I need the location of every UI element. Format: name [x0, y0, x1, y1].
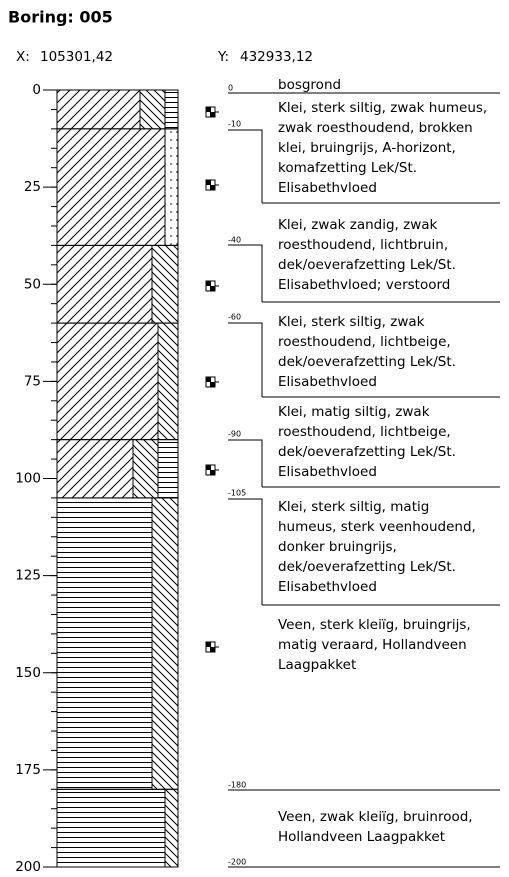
description-line: Klei, sterk siltig, zwak humeus,	[278, 100, 487, 116]
leader	[250, 244, 263, 302]
sample-marker	[205, 280, 219, 292]
tick-label: 125	[15, 568, 41, 584]
y-value: 432933,12	[240, 49, 313, 65]
hatch	[164, 89, 179, 130]
hatch	[56, 439, 134, 499]
description-line: klei, bruingrijs, A-horizont,	[278, 140, 456, 156]
leader	[250, 129, 263, 203]
marker-fill	[210, 470, 215, 475]
description-line: dek/oeverafzetting Lek/St.	[278, 257, 456, 273]
hatch	[56, 322, 159, 441]
description-line: dek/oeverafzetting Lek/St.	[278, 559, 456, 575]
description-line: Elisabethvloed	[278, 180, 377, 196]
sample-marker	[205, 376, 219, 388]
hatch	[164, 788, 179, 868]
hatch	[151, 497, 179, 790]
sample-marker	[205, 179, 219, 191]
tick-label: 150	[15, 665, 41, 681]
hatch	[164, 128, 179, 246]
description-line: Elisabethvloed	[278, 464, 377, 480]
hatch	[157, 439, 179, 499]
leader	[250, 322, 263, 397]
descriptions: 0 bosgrond -10 Klei, sterk siltig, zwak hum…	[228, 77, 500, 868]
description-line: dek/oeverafzetting Lek/St.	[278, 354, 456, 370]
description-line: Laagpakket	[278, 657, 356, 673]
description-line: donker bruingrijs,	[278, 539, 397, 555]
x-value: 105301,42	[40, 49, 113, 65]
depth-label: -40	[228, 236, 241, 245]
hatch	[56, 89, 141, 130]
description-line: humeus, sterk veenhoudend,	[278, 519, 476, 535]
hatch	[56, 244, 153, 324]
description-line: zwak roesthoudend, brokken	[278, 120, 473, 136]
description-line: Hollandveen Laagpakket	[278, 829, 445, 845]
y-label: Y:	[217, 49, 229, 65]
marker-fill	[206, 465, 211, 470]
tick-label: 75	[24, 373, 41, 389]
description-line: Klei, matig siltig, zwak	[278, 404, 430, 420]
marker-fill	[210, 112, 215, 117]
description-line: Klei, sterk siltig, matig	[278, 499, 429, 515]
description-line: roesthoudend, lichtbeige,	[278, 334, 451, 350]
description-line: Klei, zwak zandig, zwak	[278, 217, 438, 233]
title: Boring: 005	[8, 8, 113, 27]
description-line: dek/oeverafzetting Lek/St.	[278, 444, 456, 460]
description-line: Elisabethvloed	[278, 374, 377, 390]
description-line: roesthoudend, lichtbruin,	[278, 237, 448, 253]
depth-label: 0	[228, 84, 233, 93]
depth-label: -105	[228, 489, 246, 498]
depth-label: -90	[228, 430, 241, 439]
x-label: X:	[16, 49, 30, 65]
description-line: Veen, sterk kleiïg, bruingrijs,	[278, 617, 471, 633]
tick-label: 0	[32, 82, 41, 98]
marker-fill	[210, 185, 215, 190]
hatch	[132, 439, 159, 499]
marker-fill	[210, 382, 215, 387]
depth-label: -60	[228, 313, 241, 322]
depth-axis: 0 25 50 75 100 125 150 175 200	[15, 82, 58, 875]
marker-fill	[206, 377, 211, 382]
marker-fill	[210, 286, 215, 291]
depth-label: -180	[228, 781, 246, 790]
description-line: Elisabethvloed; verstoord	[278, 277, 450, 293]
hatch	[56, 788, 166, 868]
depth-label: -200	[228, 858, 246, 867]
description-line: bosgrond	[278, 77, 341, 93]
hatch	[56, 497, 153, 790]
sample-marker	[205, 464, 219, 476]
leader	[250, 498, 263, 605]
soil-column	[56, 89, 179, 868]
tick-label: 50	[24, 276, 41, 292]
hatch	[157, 322, 179, 441]
hatch	[139, 89, 166, 130]
marker-fill	[206, 642, 211, 647]
leader	[250, 439, 263, 487]
marker-fill	[210, 647, 215, 652]
hatch	[151, 244, 179, 324]
sample-marker	[205, 641, 219, 653]
description-line: Klei, sterk siltig, zwak	[278, 314, 425, 330]
sample-marker	[205, 106, 219, 118]
tick-label: 100	[15, 471, 41, 487]
marker-fill	[206, 107, 211, 112]
tick-label: 200	[15, 859, 41, 875]
description-line: matig veraard, Hollandveen	[278, 637, 467, 653]
marker-fill	[206, 281, 211, 286]
description-line: Veen, zwak kleiïg, bruinrood,	[278, 809, 473, 825]
description-line: komafzetting Lek/St.	[278, 160, 417, 176]
tick-label: 175	[15, 762, 41, 778]
description-line: Elisabethvloed	[278, 579, 377, 595]
tick-label: 25	[24, 179, 41, 195]
marker-fill	[206, 180, 211, 185]
hatch	[56, 128, 166, 246]
depth-label: -10	[228, 120, 241, 129]
description-line: roesthoudend, lichtbeige,	[278, 424, 451, 440]
